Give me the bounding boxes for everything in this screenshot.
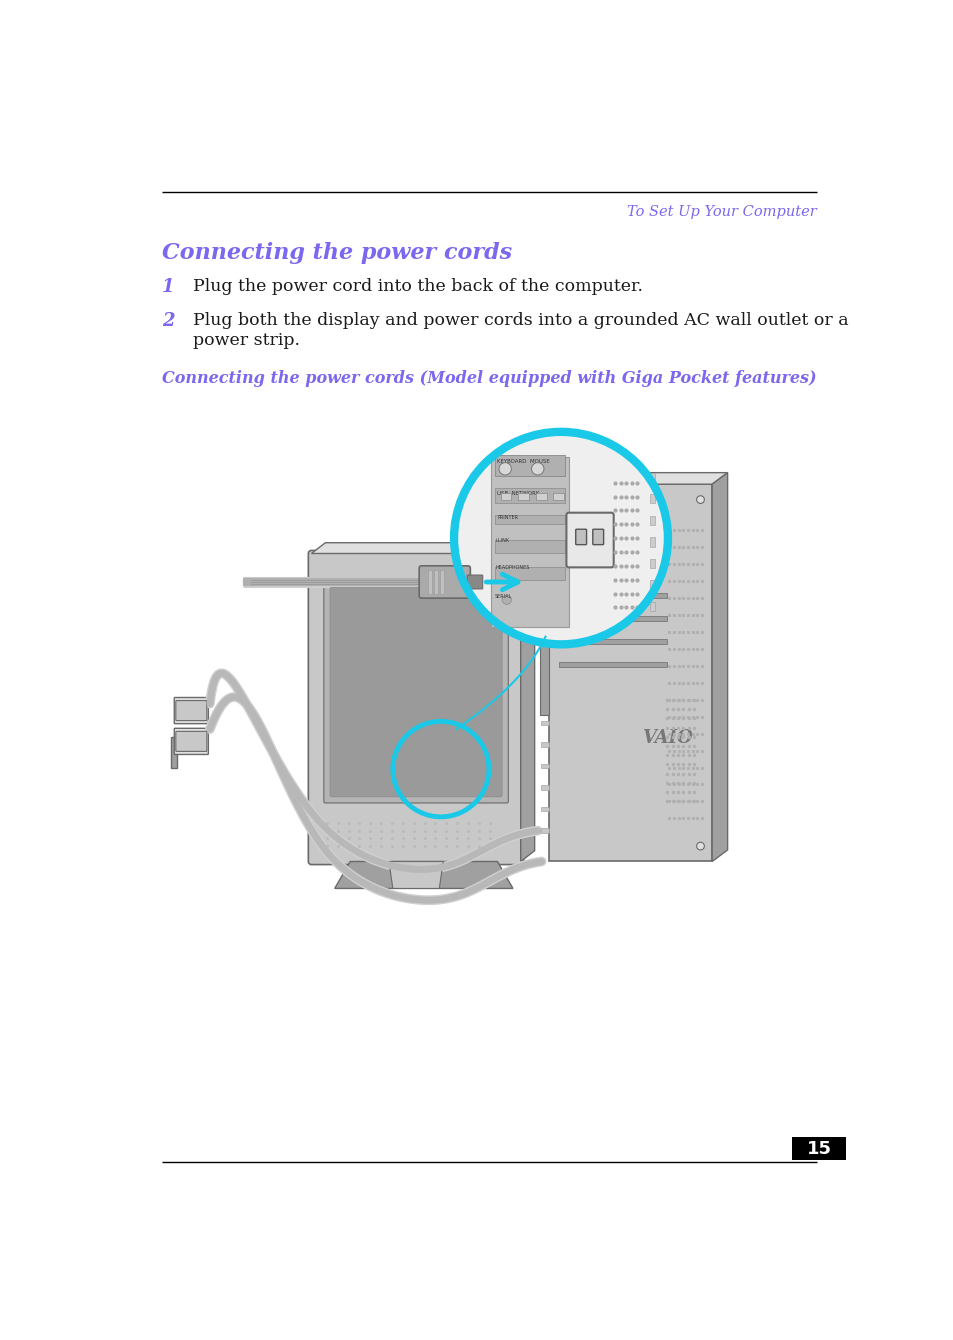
FancyBboxPatch shape bbox=[323, 582, 508, 803]
FancyBboxPatch shape bbox=[540, 828, 548, 833]
Circle shape bbox=[454, 431, 667, 645]
FancyBboxPatch shape bbox=[575, 529, 586, 544]
FancyBboxPatch shape bbox=[174, 698, 208, 724]
Text: HEADPHONES: HEADPHONES bbox=[495, 565, 529, 570]
Polygon shape bbox=[549, 473, 727, 484]
Circle shape bbox=[501, 595, 511, 604]
FancyBboxPatch shape bbox=[517, 493, 529, 500]
Circle shape bbox=[696, 496, 703, 504]
Polygon shape bbox=[711, 473, 727, 862]
FancyBboxPatch shape bbox=[427, 571, 431, 594]
Text: 2: 2 bbox=[162, 312, 174, 331]
Text: 15: 15 bbox=[805, 1140, 831, 1158]
FancyBboxPatch shape bbox=[553, 493, 563, 500]
Text: KEYBOARD  MOUSE: KEYBOARD MOUSE bbox=[497, 458, 550, 464]
FancyBboxPatch shape bbox=[536, 493, 546, 500]
FancyBboxPatch shape bbox=[649, 494, 654, 504]
Polygon shape bbox=[311, 543, 534, 553]
FancyBboxPatch shape bbox=[661, 555, 667, 560]
FancyBboxPatch shape bbox=[174, 729, 208, 754]
Text: Connecting the power cords: Connecting the power cords bbox=[162, 241, 512, 264]
Circle shape bbox=[696, 843, 703, 850]
FancyBboxPatch shape bbox=[540, 742, 548, 746]
Text: 1: 1 bbox=[162, 277, 174, 296]
FancyBboxPatch shape bbox=[539, 576, 549, 716]
FancyBboxPatch shape bbox=[540, 807, 548, 812]
FancyBboxPatch shape bbox=[649, 602, 654, 611]
FancyBboxPatch shape bbox=[566, 513, 613, 567]
FancyBboxPatch shape bbox=[649, 537, 654, 547]
FancyBboxPatch shape bbox=[661, 512, 667, 519]
FancyBboxPatch shape bbox=[791, 1138, 845, 1160]
FancyBboxPatch shape bbox=[540, 785, 548, 789]
Circle shape bbox=[531, 462, 543, 474]
Text: Connecting the power cords (Model equipped with Giga Pocket features): Connecting the power cords (Model equipp… bbox=[162, 370, 816, 387]
FancyBboxPatch shape bbox=[649, 580, 654, 590]
FancyBboxPatch shape bbox=[649, 473, 654, 482]
Polygon shape bbox=[335, 862, 513, 888]
FancyBboxPatch shape bbox=[540, 721, 548, 725]
Text: Plug the power cord into the back of the computer.: Plug the power cord into the back of the… bbox=[193, 277, 642, 295]
Text: To Set Up Your Computer: To Set Up Your Computer bbox=[626, 205, 816, 220]
Polygon shape bbox=[389, 862, 443, 888]
FancyBboxPatch shape bbox=[439, 571, 443, 594]
FancyBboxPatch shape bbox=[540, 764, 548, 768]
FancyBboxPatch shape bbox=[175, 701, 207, 721]
FancyBboxPatch shape bbox=[649, 559, 654, 568]
FancyBboxPatch shape bbox=[558, 639, 666, 645]
Text: i.LINK: i.LINK bbox=[495, 539, 509, 543]
Text: Plug both the display and power cords into a grounded AC wall outlet or a: Plug both the display and power cords in… bbox=[193, 312, 847, 330]
FancyBboxPatch shape bbox=[558, 616, 666, 622]
Text: USB  NETWORK: USB NETWORK bbox=[497, 492, 539, 496]
Circle shape bbox=[498, 462, 511, 474]
FancyBboxPatch shape bbox=[558, 509, 666, 523]
Text: PRINTER: PRINTER bbox=[497, 515, 517, 520]
Text: VAIO: VAIO bbox=[641, 729, 692, 748]
FancyBboxPatch shape bbox=[558, 551, 666, 565]
Polygon shape bbox=[520, 543, 534, 862]
FancyBboxPatch shape bbox=[467, 575, 482, 588]
FancyBboxPatch shape bbox=[592, 529, 603, 544]
FancyBboxPatch shape bbox=[558, 592, 666, 598]
FancyBboxPatch shape bbox=[418, 565, 470, 598]
FancyBboxPatch shape bbox=[495, 515, 564, 524]
FancyBboxPatch shape bbox=[434, 571, 437, 594]
FancyBboxPatch shape bbox=[495, 567, 564, 580]
FancyBboxPatch shape bbox=[495, 456, 564, 477]
FancyBboxPatch shape bbox=[171, 737, 177, 768]
FancyBboxPatch shape bbox=[495, 540, 564, 553]
FancyBboxPatch shape bbox=[175, 732, 207, 752]
FancyBboxPatch shape bbox=[491, 457, 568, 627]
FancyBboxPatch shape bbox=[558, 662, 666, 667]
FancyBboxPatch shape bbox=[495, 488, 564, 504]
Text: power strip.: power strip. bbox=[193, 332, 299, 348]
FancyBboxPatch shape bbox=[649, 516, 654, 525]
FancyBboxPatch shape bbox=[549, 484, 711, 862]
FancyBboxPatch shape bbox=[500, 493, 511, 500]
FancyBboxPatch shape bbox=[330, 587, 501, 797]
Text: SERIAL: SERIAL bbox=[495, 595, 512, 599]
FancyBboxPatch shape bbox=[308, 551, 523, 864]
